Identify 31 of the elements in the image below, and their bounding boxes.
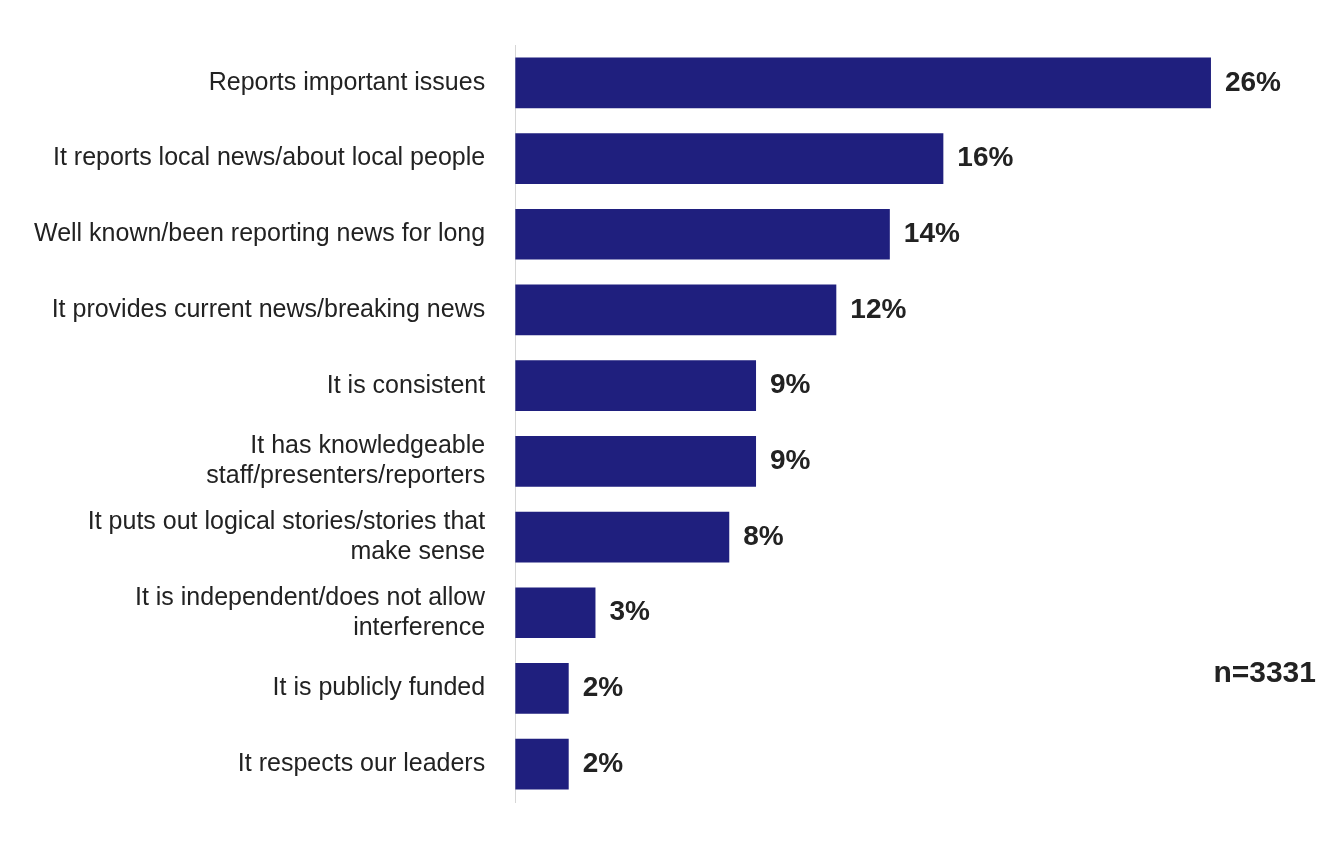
bar — [515, 208, 890, 260]
bar — [515, 511, 730, 563]
data-label: 3% — [609, 595, 651, 627]
data-label: 9% — [770, 368, 811, 400]
y-tick-label: It puts out logical stories/stories that make sense — [87, 505, 486, 564]
y-tick-label: It is consistent — [326, 369, 486, 398]
y-tick-label: Reports important issues — [208, 66, 486, 95]
y-tick-label: It respects our leaders — [237, 748, 486, 777]
y-tick-label: It is independent/does not allow interference — [134, 581, 487, 640]
bar — [515, 284, 837, 336]
y-tick-label: Well known/been reporting news for long — [34, 218, 486, 247]
y-tick-label: It is publicly funded — [272, 672, 486, 701]
data-label: 16% — [957, 141, 1014, 173]
bar — [515, 663, 569, 714]
bar — [515, 360, 757, 412]
text: n=3331 — [1213, 655, 1316, 689]
data-label: 14% — [903, 216, 960, 248]
y-tick-label: It provides current news/breaking news — [51, 293, 486, 322]
bar — [515, 57, 1211, 109]
bar — [515, 435, 757, 487]
data-label: 12% — [850, 292, 907, 324]
data-label: 9% — [770, 444, 811, 476]
y-tick-label: It reports local news/about local people — [52, 142, 486, 171]
data-label: 26% — [1224, 65, 1282, 97]
bar — [515, 133, 944, 184]
y-tick-label: It has knowledgeable staff/presenters/reporters — [206, 430, 486, 489]
bar — [515, 587, 596, 639]
data-label: 2% — [582, 746, 624, 778]
data-label: 8% — [743, 519, 784, 551]
data-label: 2% — [582, 671, 624, 703]
bar — [515, 738, 569, 790]
